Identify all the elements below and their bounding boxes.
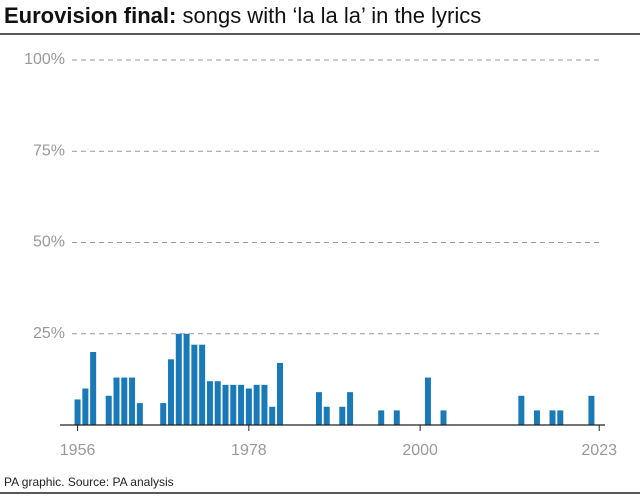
- bar: [113, 377, 120, 425]
- y-tick-label: 50%: [33, 234, 65, 251]
- bar: [323, 406, 330, 425]
- bar: [533, 410, 540, 425]
- bar: [253, 384, 260, 425]
- y-tick-label: 100%: [24, 51, 65, 68]
- bar: [518, 395, 525, 425]
- source: PA graphic. Source: PA analysis: [4, 475, 174, 489]
- bar: [183, 333, 190, 425]
- bar: [339, 406, 346, 425]
- y-tick-label: 25%: [33, 325, 65, 342]
- bar: [121, 377, 128, 425]
- bar: [261, 384, 268, 425]
- bar: [129, 377, 136, 425]
- bar: [199, 344, 206, 425]
- bar: [269, 406, 276, 425]
- bar: [82, 388, 89, 425]
- bar: [90, 352, 97, 425]
- bar: [214, 381, 221, 425]
- bar: [557, 410, 564, 425]
- bar: [588, 395, 595, 425]
- bar: [238, 384, 245, 425]
- x-tick-label: 1956: [60, 442, 96, 459]
- bar: [230, 384, 237, 425]
- bar: [549, 410, 556, 425]
- bar: [160, 403, 167, 425]
- bar: [277, 362, 283, 425]
- bar: [378, 410, 385, 425]
- bar: [206, 381, 213, 425]
- bar: [315, 392, 322, 425]
- bar: [245, 388, 252, 425]
- x-tick-label: 2023: [581, 442, 617, 459]
- x-tick-label: 2000: [402, 442, 438, 459]
- bar: [175, 333, 182, 425]
- bar: [347, 392, 354, 425]
- chart-title: Eurovision final: songs with ‘la la la’ …: [4, 3, 481, 28]
- bar: [136, 403, 143, 425]
- title-rest: songs with ‘la la la’ in the lyrics: [182, 3, 481, 28]
- bar: [424, 377, 431, 425]
- bar: [222, 384, 229, 425]
- y-tick-label: 75%: [33, 142, 65, 159]
- bar: [168, 359, 174, 425]
- bar: [191, 344, 198, 425]
- bar: [440, 410, 447, 425]
- bar: [74, 399, 81, 425]
- bar: [105, 395, 112, 425]
- x-tick-label: 1978: [231, 442, 267, 459]
- title-bold: Eurovision final:: [4, 3, 176, 28]
- bar: [393, 410, 400, 425]
